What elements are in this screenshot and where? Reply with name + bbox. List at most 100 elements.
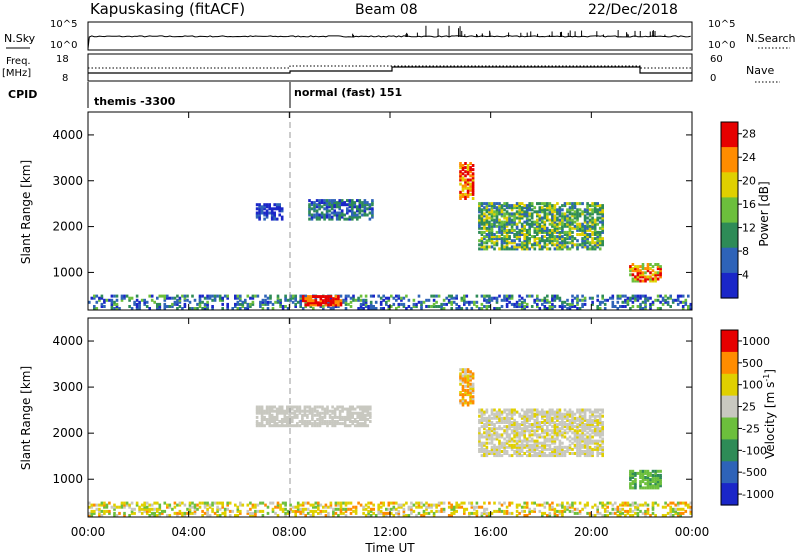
data-cell — [603, 298, 607, 302]
data-cell — [520, 302, 524, 306]
data-cell — [591, 222, 594, 226]
colorbar-segment — [721, 483, 738, 506]
data-cell — [553, 412, 557, 416]
data-cell — [186, 298, 189, 302]
data-cell — [629, 509, 632, 513]
data-cell — [581, 425, 584, 429]
data-cell — [541, 454, 544, 458]
data-cell — [328, 201, 331, 205]
data-cell — [397, 509, 401, 513]
data-cell — [576, 214, 579, 218]
data-cell — [568, 408, 572, 412]
data-cell — [348, 199, 352, 203]
data-cell — [178, 300, 182, 304]
data-cell — [553, 431, 557, 435]
data-cell — [588, 214, 592, 218]
data-cell — [525, 450, 529, 453]
data-cell — [203, 302, 207, 306]
data-cell — [463, 511, 466, 515]
data-cell — [523, 228, 526, 232]
data-cell — [576, 441, 579, 445]
data-cell — [523, 220, 526, 224]
data-cell — [143, 300, 146, 304]
data-cell — [349, 296, 353, 300]
data-cell — [203, 503, 207, 507]
data-cell — [530, 439, 534, 443]
data-cell — [505, 212, 509, 216]
data-cell — [480, 408, 484, 412]
data-cell — [397, 503, 401, 507]
data-cell — [342, 507, 345, 511]
data-cell — [246, 302, 250, 306]
data-cell — [530, 305, 534, 308]
data-cell — [656, 476, 660, 479]
data-cell — [150, 511, 154, 515]
data-cell — [346, 415, 349, 419]
data-cell — [402, 507, 406, 511]
data-cell — [318, 215, 321, 219]
data-cell — [397, 296, 401, 300]
data-cell — [320, 201, 324, 205]
data-cell — [256, 294, 260, 298]
data-cell — [405, 514, 408, 517]
data-cell — [113, 307, 116, 310]
data-cell — [319, 301, 323, 305]
data-cell — [631, 471, 635, 475]
data-cell — [478, 210, 481, 214]
colorbar-tick-label: 4 — [742, 269, 749, 282]
data-cell — [596, 429, 599, 433]
data-cell — [274, 300, 277, 304]
data-cell — [586, 418, 589, 422]
data-cell — [538, 441, 542, 445]
data-cell — [493, 452, 496, 455]
data-cell — [410, 507, 413, 511]
data-cell — [553, 230, 557, 234]
data-cell — [331, 409, 334, 413]
data-cell — [312, 303, 315, 307]
data-cell — [306, 301, 310, 305]
data-cell — [548, 202, 552, 206]
data-cell — [520, 224, 524, 228]
data-cell — [581, 423, 584, 426]
data-cell — [523, 423, 526, 426]
data-cell — [505, 216, 509, 220]
data-cell — [558, 427, 562, 431]
data-cell — [654, 482, 657, 486]
data-cell — [561, 423, 564, 426]
data-cell — [563, 450, 567, 453]
colorbar-tick-label: 16 — [742, 198, 756, 211]
data-cell — [198, 305, 202, 308]
data-cell — [515, 216, 519, 220]
data-cell — [314, 501, 318, 505]
data-cell — [374, 307, 378, 310]
data-cell — [553, 235, 557, 239]
data-cell — [646, 476, 650, 479]
data-cell — [528, 228, 531, 232]
data-cell — [536, 241, 539, 245]
data-cell — [523, 241, 526, 245]
data-cell — [646, 267, 650, 271]
data-cell — [646, 478, 650, 482]
data-cell — [475, 501, 479, 505]
data-cell — [356, 199, 359, 203]
data-cell — [335, 205, 339, 209]
data-cell — [366, 411, 370, 415]
data-cell — [480, 454, 484, 458]
data-cell — [578, 410, 582, 414]
data-cell — [425, 501, 428, 505]
data-cell — [543, 421, 547, 424]
data-cell — [334, 303, 338, 307]
data-cell — [329, 299, 333, 303]
data-cell — [326, 407, 329, 411]
data-cell — [528, 212, 531, 216]
data-cell — [483, 202, 486, 206]
y-tick-label: 4000 — [52, 128, 83, 142]
data-cell — [634, 298, 637, 302]
data-cell — [471, 182, 475, 186]
data-cell — [593, 439, 597, 443]
data-cell — [498, 435, 501, 439]
data-cell — [571, 447, 574, 451]
data-cell — [689, 509, 693, 513]
data-cell — [333, 413, 337, 417]
data-cell — [493, 454, 496, 458]
